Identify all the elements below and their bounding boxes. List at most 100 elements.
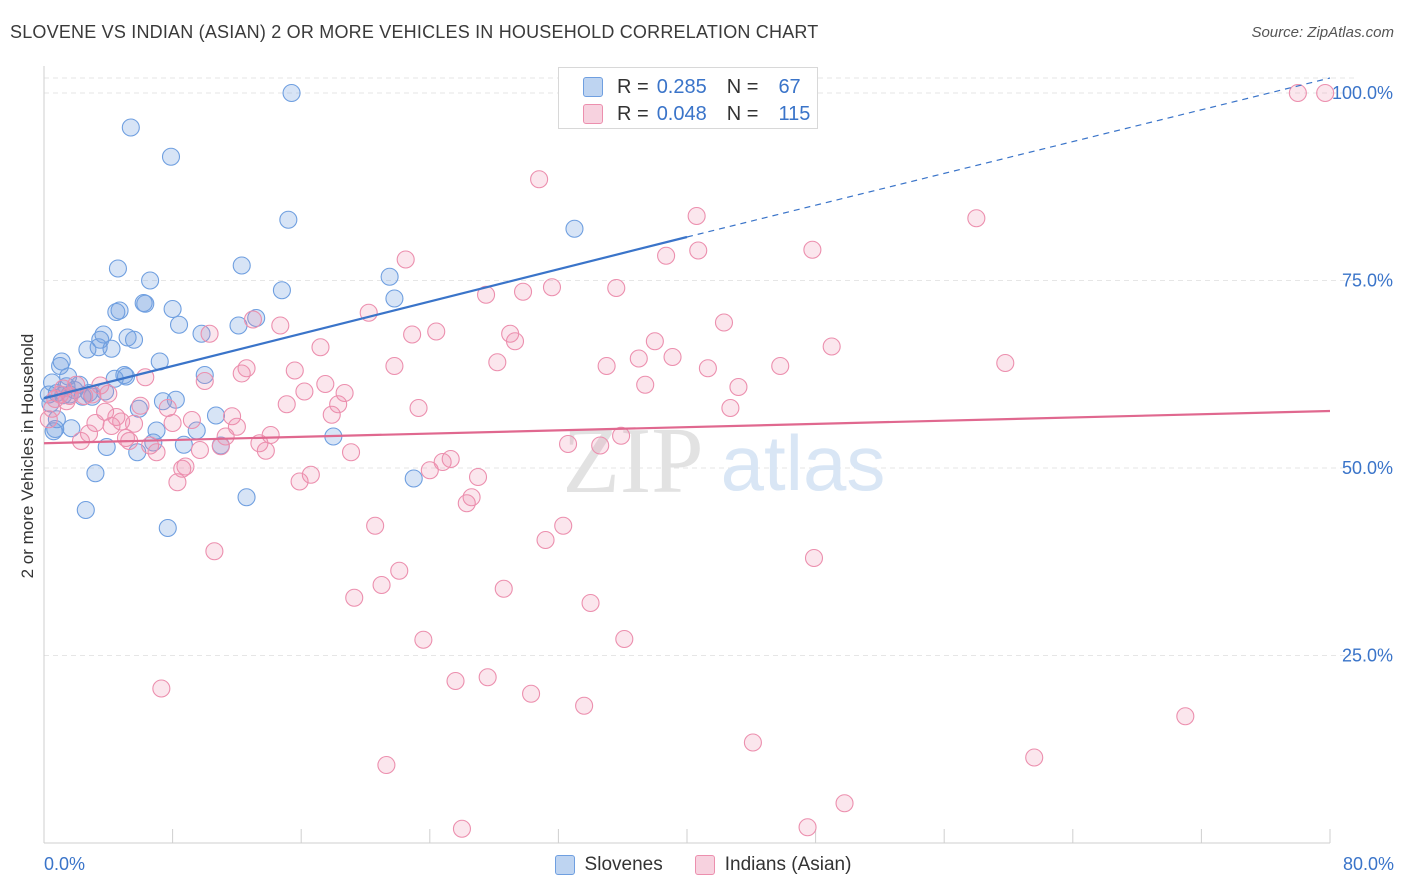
legend-row-indians: R = 0.048 N = 115 (583, 101, 810, 127)
point-indians (597, 356, 616, 376)
point-indians (102, 416, 121, 436)
point-indians (452, 819, 472, 838)
point-indians (420, 461, 439, 480)
point-indians (1176, 707, 1195, 726)
point-indians (663, 347, 682, 367)
chart-title: SLOVENE VS INDIAN (ASIAN) 2 OR MORE VEHI… (10, 22, 819, 42)
point-indians (615, 629, 634, 649)
point-slovenes (272, 281, 291, 300)
point-indians (223, 407, 242, 426)
point-indians (335, 383, 354, 403)
point-indians (835, 794, 854, 813)
x-tick-label-min: 0.0% (44, 854, 85, 874)
point-indians (42, 399, 62, 418)
point-slovenes (94, 325, 113, 344)
point-slovenes (62, 419, 81, 438)
point-indians (390, 561, 409, 580)
point-indians (195, 371, 214, 391)
point-indians (558, 434, 578, 454)
point-indians (636, 375, 655, 394)
point-indians (414, 630, 433, 649)
point-indians (477, 285, 496, 304)
point-slovenes (195, 365, 214, 385)
legend-swatch-slovenes (554, 855, 575, 875)
point-indians (163, 413, 182, 433)
y-tick-label: 100.0% (1332, 83, 1393, 103)
point-indians (205, 542, 224, 561)
point-indians (513, 282, 533, 301)
point-indians (295, 382, 314, 401)
legend-r-label: R = (617, 102, 649, 125)
point-indians (39, 410, 58, 429)
point-indians (478, 668, 497, 687)
stats-legend: R = 0.285 N = 67 R = 0.048 N = 115 (558, 67, 818, 129)
point-indians (522, 684, 541, 703)
point-indians (689, 241, 708, 260)
point-indians (200, 324, 219, 343)
point-indians (227, 417, 246, 436)
point-slovenes (404, 469, 423, 488)
point-slovenes (565, 219, 584, 238)
point-indians (803, 240, 822, 259)
legend-swatch-slovenes (583, 77, 603, 97)
point-indians (729, 377, 748, 397)
point-indians (457, 494, 476, 513)
point-indians (1288, 83, 1307, 103)
point-indians (494, 579, 513, 598)
source-label: Source: ZipAtlas.com (1251, 24, 1394, 41)
point-indians (316, 374, 335, 394)
point-indians (591, 436, 610, 455)
legend-swatch-indians (583, 104, 603, 124)
legend-n-value: 67 (778, 75, 801, 98)
point-indians (173, 459, 192, 478)
point-indians (468, 467, 488, 487)
point-indians (804, 548, 824, 568)
point-slovenes (52, 352, 71, 371)
point-indians (345, 588, 364, 607)
x-tick-label-max: 80.0% (1343, 854, 1394, 874)
point-slovenes (134, 293, 153, 313)
point-indians (341, 443, 361, 462)
point-indians (536, 530, 555, 550)
trend-lines (43, 77, 1331, 445)
point-indians (612, 426, 631, 445)
point-indians (1025, 748, 1044, 767)
point-slovenes (237, 488, 256, 507)
y-tick-label: 25.0% (1342, 646, 1393, 666)
point-indians (237, 359, 256, 378)
point-indians (168, 473, 187, 492)
point-indians (645, 332, 664, 351)
point-indians (190, 440, 209, 460)
point-slovenes (147, 421, 166, 440)
y-tick-labels: 25.0% 50.0% 75.0% 100.0% (1332, 83, 1393, 666)
legend-n-label: N = (726, 102, 759, 125)
watermark-atlas: atlas (721, 419, 886, 507)
point-slovenes (163, 299, 182, 319)
legend-label-slovenes: Slovenes (584, 854, 663, 875)
point-indians (124, 414, 144, 433)
y-axis-title: 2 or more Vehicles in Household (18, 333, 37, 579)
series-legend: Slovenes Indians (Asian) (0, 852, 1406, 878)
point-indians (277, 395, 296, 414)
point-slovenes (107, 302, 126, 322)
point-slovenes (385, 289, 404, 308)
point-slovenes (76, 500, 95, 520)
point-slovenes (136, 294, 155, 313)
point-indians (403, 325, 422, 344)
point-indians (271, 316, 290, 335)
point-indians (147, 443, 166, 462)
point-indians (575, 696, 594, 715)
watermark: ZIP atlas (563, 409, 886, 513)
point-indians (996, 353, 1015, 373)
point-slovenes (206, 406, 226, 425)
point-slovenes (144, 433, 163, 452)
point-indians (462, 488, 481, 507)
point-indians (721, 398, 740, 418)
point-indians (285, 361, 304, 380)
trend-line-slovenes-extension (686, 77, 1331, 238)
point-indians (1316, 83, 1335, 103)
point-indians (771, 356, 790, 376)
point-indians (427, 322, 446, 341)
point-indians (581, 593, 600, 613)
point-indians (182, 410, 201, 430)
